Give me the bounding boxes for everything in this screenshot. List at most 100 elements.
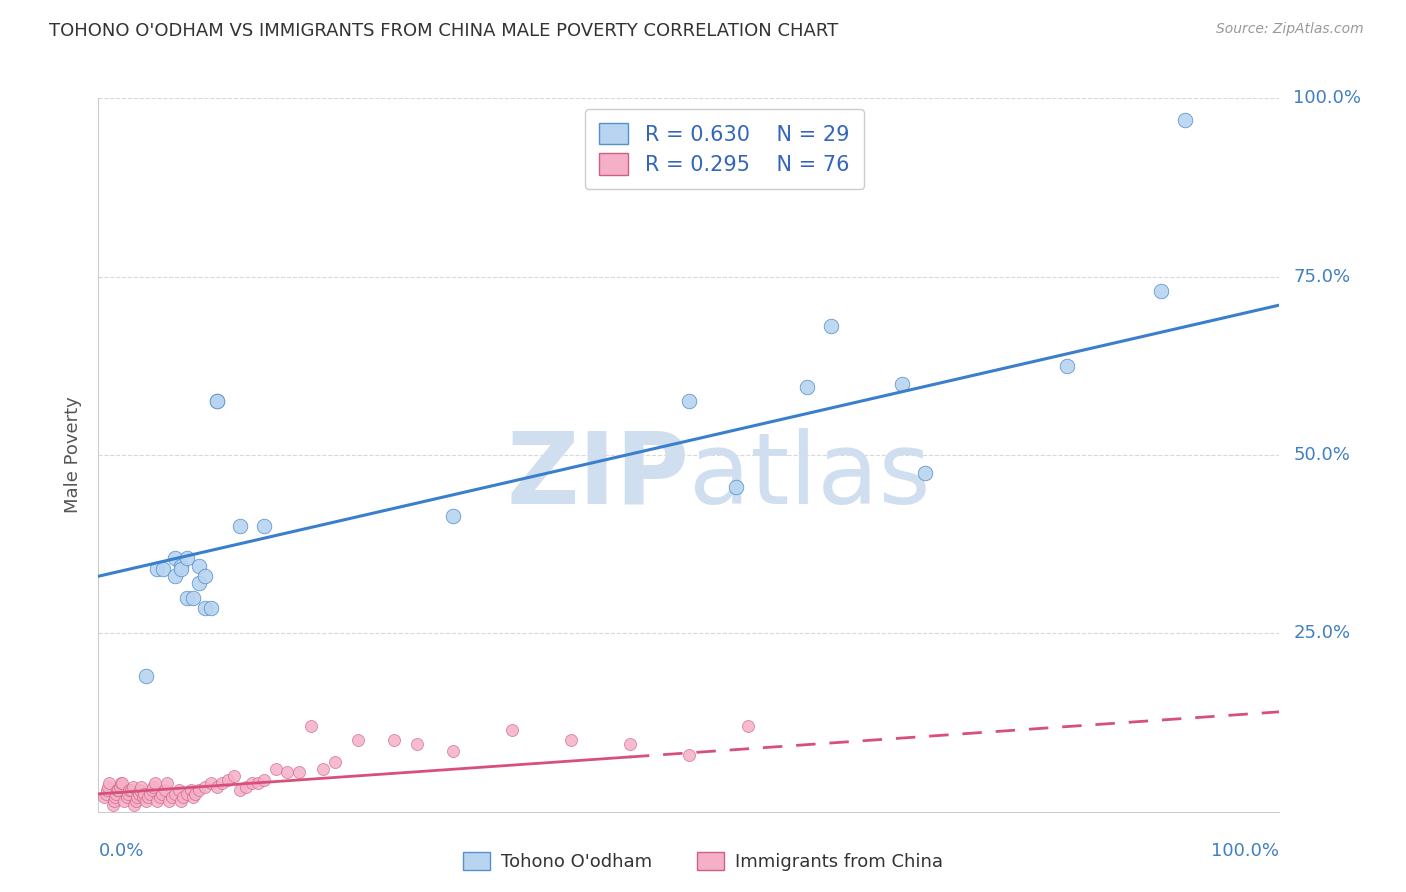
Point xyxy=(181,790,204,805)
Point xyxy=(299,719,322,733)
Point xyxy=(276,765,298,780)
Point xyxy=(121,783,143,797)
Point xyxy=(176,787,198,801)
Point xyxy=(165,569,187,583)
Point xyxy=(560,733,582,747)
Text: 50.0%: 50.0% xyxy=(1294,446,1350,464)
Text: 100.0%: 100.0% xyxy=(1294,89,1361,107)
Text: 100.0%: 100.0% xyxy=(1212,842,1279,860)
Point xyxy=(134,787,156,801)
Point xyxy=(211,776,233,790)
Point xyxy=(167,783,190,797)
Text: atlas: atlas xyxy=(689,428,931,524)
Point xyxy=(205,394,228,409)
Point xyxy=(94,787,117,801)
Point xyxy=(678,394,700,409)
Point xyxy=(96,783,118,797)
Y-axis label: Male Poverty: Male Poverty xyxy=(65,397,83,513)
Point xyxy=(127,790,149,805)
Point xyxy=(170,794,193,808)
Legend: Tohono O'odham, Immigrants from China: Tohono O'odham, Immigrants from China xyxy=(456,845,950,879)
Legend: R = 0.630    N = 29, R = 0.295    N = 76: R = 0.630 N = 29, R = 0.295 N = 76 xyxy=(585,109,865,189)
Point xyxy=(132,790,155,805)
Point xyxy=(121,780,143,794)
Point xyxy=(184,787,207,801)
Point xyxy=(97,780,120,794)
Point xyxy=(105,787,128,801)
Text: Source: ZipAtlas.com: Source: ZipAtlas.com xyxy=(1216,22,1364,37)
Point xyxy=(165,787,187,801)
Point xyxy=(135,669,157,683)
Point xyxy=(107,783,129,797)
Text: 25.0%: 25.0% xyxy=(1294,624,1351,642)
Point xyxy=(172,790,194,805)
Point xyxy=(176,591,198,605)
Point xyxy=(187,576,209,591)
Point xyxy=(264,762,287,776)
Text: TOHONO O'ODHAM VS IMMIGRANTS FROM CHINA MALE POVERTY CORRELATION CHART: TOHONO O'ODHAM VS IMMIGRANTS FROM CHINA … xyxy=(49,22,838,40)
Point xyxy=(128,787,150,801)
Point xyxy=(170,562,193,576)
Point xyxy=(1174,112,1197,127)
Point xyxy=(1056,359,1078,373)
Point xyxy=(229,783,252,797)
Point xyxy=(153,783,176,797)
Point xyxy=(101,797,124,812)
Point xyxy=(165,551,187,566)
Point xyxy=(180,783,202,797)
Text: 0.0%: 0.0% xyxy=(98,842,143,860)
Point xyxy=(112,794,135,808)
Point xyxy=(820,319,842,334)
Point xyxy=(125,794,148,808)
Point xyxy=(156,776,179,790)
Point xyxy=(118,783,141,797)
Point xyxy=(110,776,132,790)
Point xyxy=(103,794,125,808)
Point xyxy=(143,776,166,790)
Point xyxy=(187,783,209,797)
Point xyxy=(128,783,150,797)
Point xyxy=(104,790,127,805)
Point xyxy=(93,790,115,805)
Point xyxy=(117,787,139,801)
Point xyxy=(122,797,145,812)
Point xyxy=(441,508,464,523)
Point xyxy=(157,794,180,808)
Point xyxy=(115,790,138,805)
Point xyxy=(323,755,346,769)
Point xyxy=(160,790,183,805)
Point xyxy=(914,466,936,480)
Point xyxy=(501,723,523,737)
Point xyxy=(181,591,204,605)
Point xyxy=(200,776,222,790)
Point xyxy=(347,733,370,747)
Point xyxy=(312,762,335,776)
Point xyxy=(235,780,257,794)
Point xyxy=(441,744,464,758)
Point xyxy=(187,558,209,573)
Point xyxy=(678,747,700,762)
Point xyxy=(224,769,246,783)
Point xyxy=(1150,284,1173,298)
Point xyxy=(725,480,748,494)
Point xyxy=(737,719,759,733)
Point xyxy=(149,790,172,805)
Point xyxy=(240,776,263,790)
Point xyxy=(229,519,252,533)
Point xyxy=(142,780,165,794)
Point xyxy=(194,601,217,615)
Point xyxy=(194,569,217,583)
Point xyxy=(288,765,311,780)
Point xyxy=(105,783,128,797)
Point xyxy=(217,772,239,787)
Text: ZIP: ZIP xyxy=(506,428,689,524)
Point xyxy=(146,794,169,808)
Point xyxy=(146,562,169,576)
Point xyxy=(246,776,269,790)
Point xyxy=(205,780,228,794)
Point xyxy=(205,394,228,409)
Point xyxy=(108,780,131,794)
Point xyxy=(253,519,276,533)
Point xyxy=(111,776,134,790)
Point xyxy=(98,776,121,790)
